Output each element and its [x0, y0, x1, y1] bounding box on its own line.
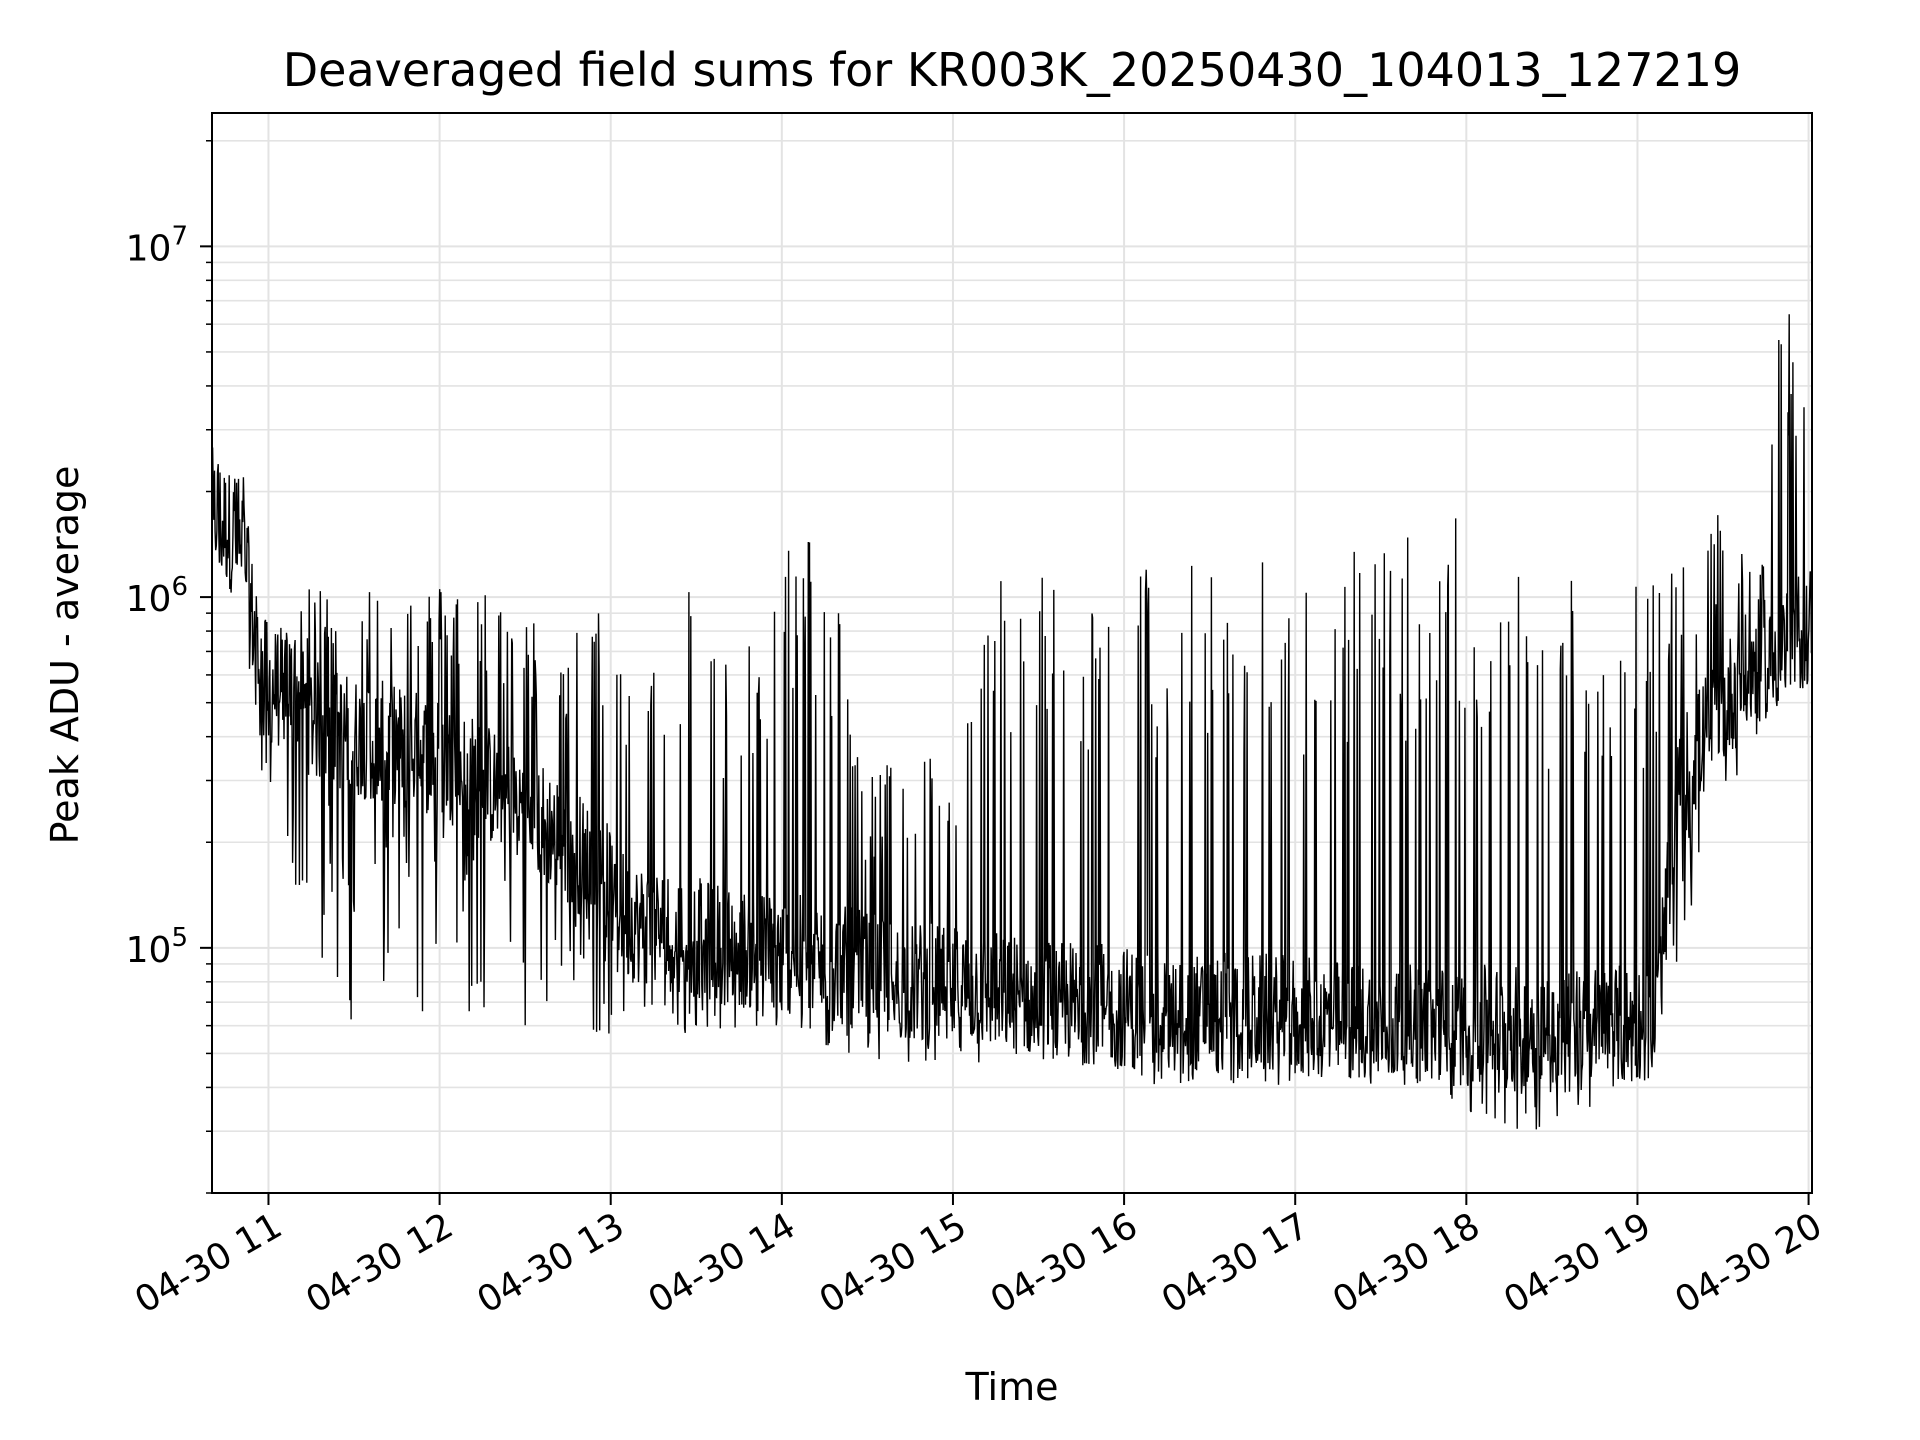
y-tick-label: 106: [126, 572, 188, 620]
plot-frame: [211, 112, 1813, 1194]
chart-title: Deaveraged field sums for KR003K_2025043…: [283, 43, 1742, 97]
data-series: [211, 314, 1813, 1130]
y-tick-label: 107: [126, 221, 188, 269]
y-tick-label: 105: [126, 923, 188, 971]
y-axis-label: Peak ADU - average: [43, 466, 87, 845]
series-line: [211, 314, 1813, 1130]
y-axis-ticks: 105 106 107: [126, 140, 212, 1194]
x-axis-label: Time: [965, 1365, 1059, 1409]
